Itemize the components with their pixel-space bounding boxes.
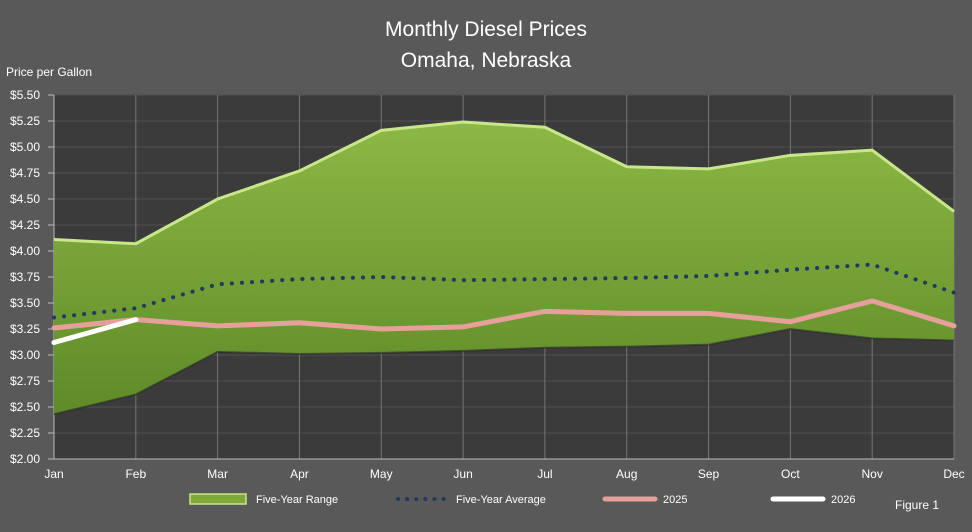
x-tick-label: Jan [44, 467, 63, 481]
series-five-year-average [52, 262, 956, 320]
legend-label: 2026 [831, 494, 855, 506]
x-tick-label: Mar [207, 467, 228, 481]
series-2025 [51, 298, 957, 332]
y-tick-label: $2.75 [10, 374, 40, 388]
legend-label: 2025 [663, 494, 687, 506]
legend-label: Five-Year Average [456, 494, 546, 506]
y-tick-label: $3.00 [10, 348, 40, 362]
five-year-range-area [54, 122, 954, 415]
chart-title: Monthly Diesel Prices [385, 18, 587, 41]
series-2026 [51, 317, 139, 346]
y-tick-label: $2.00 [10, 452, 40, 466]
x-tick-label: May [370, 467, 393, 481]
y-axis-label: Price per Gallon [6, 65, 93, 79]
x-tick-label: Aug [616, 467, 637, 481]
y-tick-label: $2.25 [10, 426, 40, 440]
x-tick-label: Sep [698, 467, 720, 481]
five-year-range-low [53, 327, 955, 416]
x-tick-label: Oct [781, 467, 800, 481]
x-tick-label: Jun [453, 467, 472, 481]
x-tick-label: Jul [537, 467, 552, 481]
y-tick-label: $5.50 [10, 88, 40, 102]
x-tick-label: Feb [125, 467, 146, 481]
chart-subtitle: Omaha, Nebraska [400, 49, 572, 72]
y-tick-label: $4.50 [10, 192, 40, 206]
figure-label: Figure 1 [895, 498, 940, 512]
y-tick-label: $4.75 [10, 166, 40, 180]
x-tick-label: Nov [862, 467, 883, 481]
y-tick-label: $3.50 [10, 296, 40, 310]
five-year-range-high [53, 120, 955, 246]
legend-swatch [189, 493, 247, 505]
y-tick-label: $5.00 [10, 140, 40, 154]
y-tick-label: $4.25 [10, 218, 40, 232]
legend-label: Five-Year Range [256, 494, 338, 506]
y-tick-label: $3.25 [10, 322, 40, 336]
y-tick-label: $3.75 [10, 270, 40, 284]
x-tick-label: Dec [943, 467, 964, 481]
y-tick-label: $5.25 [10, 114, 40, 128]
y-tick-label: $2.50 [10, 400, 40, 414]
y-tick-label: $4.00 [10, 244, 40, 258]
x-tick-label: Apr [290, 467, 309, 481]
